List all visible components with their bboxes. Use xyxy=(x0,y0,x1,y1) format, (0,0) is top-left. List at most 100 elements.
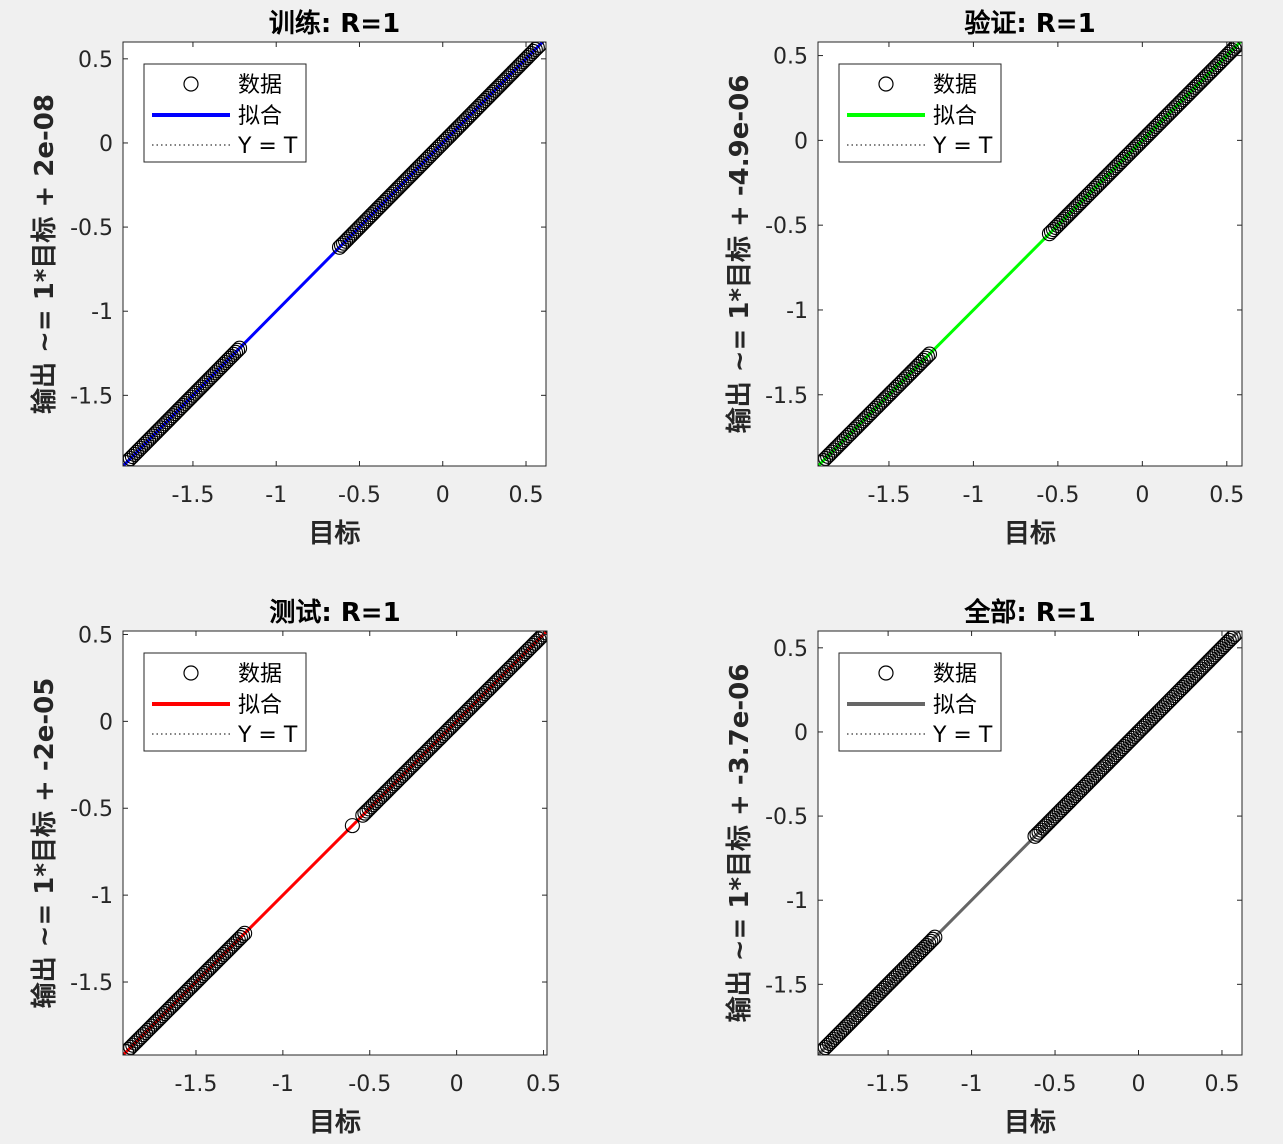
y-tick-label: 0 xyxy=(794,129,808,154)
data-point xyxy=(1185,669,1201,685)
data-point xyxy=(474,688,490,704)
data-point xyxy=(226,936,242,952)
data-point xyxy=(818,450,834,466)
data-point xyxy=(1209,645,1225,661)
data-point xyxy=(404,166,420,182)
data-point xyxy=(177,395,193,411)
data-point xyxy=(867,400,883,416)
data-point xyxy=(1216,50,1232,67)
data-point xyxy=(1097,170,1113,186)
y-axis-label: 输出 ~= 1*目标 + 2e-08 xyxy=(29,94,60,414)
data-point xyxy=(1187,79,1203,95)
data-point xyxy=(1121,145,1138,161)
x-tick-label: 0 xyxy=(450,1072,464,1097)
data-point xyxy=(846,1011,862,1027)
data-point xyxy=(361,801,377,817)
x-tick-label: 0.5 xyxy=(526,1072,561,1097)
data-point xyxy=(221,350,238,366)
x-axis-label: 目标 xyxy=(1004,519,1056,549)
data-point xyxy=(1212,55,1228,71)
data-point xyxy=(1203,651,1219,667)
data-point xyxy=(1105,162,1121,178)
chart-panel-2: -1.5 -1 -0.5 0 0.5 -1.5 -1 -0.5 0 0.5 验证: R=1 目标 输出 … xyxy=(724,8,1244,549)
data-point xyxy=(851,417,867,433)
data-point xyxy=(434,727,451,744)
data-point xyxy=(1128,139,1144,155)
data-point xyxy=(217,354,233,371)
data-point xyxy=(227,344,244,360)
data-point xyxy=(392,178,408,194)
data-point xyxy=(1158,108,1174,124)
chart-title: 验证: R=1 xyxy=(964,8,1095,39)
data-point xyxy=(145,428,161,444)
data-point xyxy=(854,1003,870,1019)
legend-entry: Y = T xyxy=(932,723,993,748)
data-point xyxy=(1072,195,1088,211)
data-point xyxy=(366,205,382,221)
data-point xyxy=(190,972,206,988)
data-point xyxy=(1103,164,1119,180)
data-point xyxy=(135,1027,151,1043)
data-point xyxy=(523,45,539,62)
data-point xyxy=(513,56,529,72)
data-point xyxy=(230,342,246,358)
data-point xyxy=(390,771,407,788)
legend-entry: 数据 xyxy=(933,73,977,98)
data-point xyxy=(1067,787,1084,804)
data-point xyxy=(422,147,438,164)
x-tick-label: -1 xyxy=(265,483,287,508)
data-point xyxy=(1225,631,1241,644)
data-point xyxy=(232,340,248,356)
data-point xyxy=(234,927,251,944)
data-point xyxy=(173,399,189,416)
data-point xyxy=(1161,694,1177,710)
data-point xyxy=(203,959,219,975)
data-layer xyxy=(818,631,1242,1055)
data-point xyxy=(390,180,406,196)
data-point xyxy=(502,660,518,676)
data-point xyxy=(1150,704,1166,720)
data-point xyxy=(884,972,900,988)
data-point xyxy=(420,742,436,758)
x-tick-label: -1.5 xyxy=(171,483,214,508)
data-point xyxy=(470,692,486,708)
x-tick-label: -1.5 xyxy=(867,1072,910,1097)
data-point xyxy=(819,1037,835,1054)
data-point xyxy=(882,386,898,402)
data-point xyxy=(193,379,209,395)
data-point xyxy=(453,117,469,133)
data-point xyxy=(228,934,244,950)
y-axis-label: 输出 ~= 1*目标 + -3.7e-06 xyxy=(724,664,755,1023)
data-point xyxy=(1140,127,1156,143)
data-point xyxy=(1213,641,1229,657)
data-point xyxy=(1049,806,1065,822)
data-point xyxy=(344,227,360,243)
data-point xyxy=(356,215,372,231)
data-point xyxy=(863,404,879,421)
data-point xyxy=(189,383,205,399)
data-point xyxy=(151,422,167,438)
data-layer xyxy=(123,42,546,466)
data-point xyxy=(123,455,134,466)
data-point xyxy=(1058,209,1074,225)
data-point xyxy=(821,1035,837,1052)
data-point xyxy=(215,357,231,373)
data-point xyxy=(844,1013,860,1029)
data-point xyxy=(213,359,229,375)
data-point xyxy=(412,158,428,174)
data-point xyxy=(1071,783,1088,799)
data-point xyxy=(1167,687,1183,704)
data-point xyxy=(917,939,933,955)
data-point xyxy=(866,990,882,1007)
data-point xyxy=(131,1031,147,1047)
data-point xyxy=(1201,653,1217,669)
data-point xyxy=(155,418,171,434)
data-point xyxy=(870,986,886,1002)
data-point xyxy=(139,434,155,450)
legend-entry: 拟合 xyxy=(933,104,977,129)
x-axis-label: 目标 xyxy=(308,519,360,549)
data-point xyxy=(842,425,859,441)
data-point xyxy=(487,82,503,98)
